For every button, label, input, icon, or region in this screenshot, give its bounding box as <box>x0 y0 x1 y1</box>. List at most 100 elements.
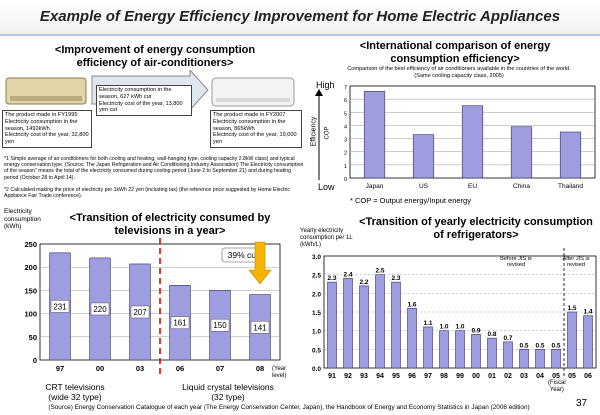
data-label: 2.2 <box>359 279 368 286</box>
data-label: 1.0 <box>439 324 448 331</box>
x-tick-label: 91 <box>328 373 336 380</box>
bar <box>359 285 369 369</box>
x-tick-label: 06 <box>584 373 592 380</box>
data-label: 2.3 <box>391 275 400 282</box>
bar <box>423 326 433 369</box>
y-tick-label: 0 <box>33 356 37 365</box>
x-tick-label: 03 <box>136 364 144 373</box>
bar <box>375 274 385 369</box>
bar <box>559 131 582 179</box>
x-tick-label: 01 <box>488 373 496 380</box>
bar <box>407 307 417 369</box>
aircon-heading: <Improvement of energy consumption effic… <box>54 44 256 69</box>
x-tick-label: 08 <box>256 364 264 373</box>
x-tick-label: 92 <box>344 373 352 380</box>
x-tick-label: 03 <box>520 373 528 380</box>
bar <box>461 105 484 179</box>
x-tick-label: 05 <box>552 373 560 380</box>
tv-year-label: (Year level) <box>272 366 287 379</box>
intl-heading: <International comparison of energy cons… <box>359 40 551 65</box>
x-tick-label: 98 <box>440 373 448 380</box>
bar <box>487 337 497 369</box>
y-tick-label: 3.0 <box>312 254 321 261</box>
bar <box>551 349 561 369</box>
y-tick-label: 2.5 <box>312 273 321 280</box>
bar <box>583 315 593 369</box>
data-label: 0.5 <box>519 342 528 349</box>
y-tick-label: 7 <box>344 85 347 91</box>
x-tick-label: 02 <box>504 373 512 380</box>
fridge-after-label: After JIS is revised <box>562 256 590 269</box>
bar <box>519 349 529 369</box>
y-tick-label: 4 <box>344 124 347 130</box>
x-tick-label: 00 <box>472 373 480 380</box>
intl-efficiency-arrow <box>315 89 323 180</box>
data-label: 2.5 <box>375 268 384 275</box>
data-label: 0.5 <box>535 342 544 349</box>
aircon-footnote-1: *1 Simple average of air conditioners fo… <box>4 156 304 181</box>
x-tick-label: 07 <box>216 364 224 373</box>
y-tick-label: 0 <box>344 177 347 183</box>
cut-arrow <box>248 241 272 285</box>
tv-lcd-label: Liquid crystal televisions (32 type) <box>182 382 274 402</box>
data-label-box <box>210 318 230 332</box>
intl-high-label: High <box>316 80 335 90</box>
new-aircon-unit <box>211 77 295 107</box>
bar <box>327 281 337 369</box>
data-label: 0.7 <box>503 335 512 342</box>
bar <box>363 90 386 179</box>
y-tick-label: 0.0 <box>312 366 321 373</box>
data-label: 1.0 <box>455 324 464 331</box>
bar <box>343 278 353 369</box>
data-label-box <box>250 321 270 334</box>
data-label: 141 <box>253 323 267 332</box>
fridge-before-label: Before JIS is revised <box>500 256 532 269</box>
data-label: 207 <box>133 308 147 317</box>
data-label: 1.4 <box>583 309 592 316</box>
bar <box>391 281 401 369</box>
new-product-note: The product made in FY2007 Electricity c… <box>210 110 302 148</box>
intl-low-label: Low <box>318 182 335 192</box>
y-tick-label: 1.5 <box>312 310 321 317</box>
data-label: 2.4 <box>343 271 352 278</box>
x-tick-label: 06 <box>176 364 184 373</box>
x-tick-label: EU <box>468 183 477 190</box>
data-label: 2.3 <box>327 275 336 282</box>
x-tick-label: 96 <box>408 373 416 380</box>
bar <box>535 349 545 369</box>
tv-chart: 0 50 100 150 200 250 97 231 00 220 03 207 06 161 07 150… <box>24 238 281 378</box>
data-label: 0.9 <box>471 327 480 334</box>
fridge-ylabel: Yearly electricity consumption per 1L (k… <box>300 228 353 248</box>
bar <box>412 134 435 179</box>
data-label-box <box>50 300 70 313</box>
y-tick-label: 50 <box>29 333 37 342</box>
source-note: (Source) Energy Conservation Catalogue o… <box>48 404 530 411</box>
intl-subtitle-2: (Same cooling capacity class, 2005) <box>414 73 504 79</box>
data-label: 1.6 <box>407 301 416 308</box>
bar <box>471 334 481 369</box>
data-label: 1.1 <box>423 320 432 327</box>
y-tick-label: 200 <box>24 263 37 272</box>
data-label: 150 <box>213 321 227 330</box>
page-number: 37 <box>576 398 588 409</box>
bar <box>567 311 577 369</box>
x-tick-label: 05 <box>568 373 576 380</box>
data-label: 1.5 <box>567 305 576 312</box>
aircon-footnote-2: *2 Calculated making the price of electr… <box>4 187 291 200</box>
y-tick-label: 250 <box>24 240 37 249</box>
tv-crt-label: CRT televisions (wide 32 type) <box>45 382 105 402</box>
data-label: 220 <box>93 305 107 314</box>
y-tick-label: 0.5 <box>312 347 321 354</box>
old-product-note: The product made in FY1995 Electricity c… <box>2 110 92 148</box>
y-tick-label: 100 <box>24 310 37 319</box>
cut-label: 39% cut <box>228 250 259 260</box>
intl-subtitle: Comparison of the best efficiency of air… <box>347 66 571 72</box>
old-aircon-unit <box>5 77 87 105</box>
x-tick-label: Thailand <box>558 183 583 190</box>
y-tick-label: 2.0 <box>312 291 321 298</box>
intl-chart: 0 1 2 3 4 5 6 7 Japan US EU China Thailand <box>344 85 596 190</box>
y-tick-label: 1.0 <box>312 329 321 336</box>
bar <box>503 341 513 369</box>
x-tick-label: China <box>513 183 530 190</box>
bar <box>510 126 533 179</box>
